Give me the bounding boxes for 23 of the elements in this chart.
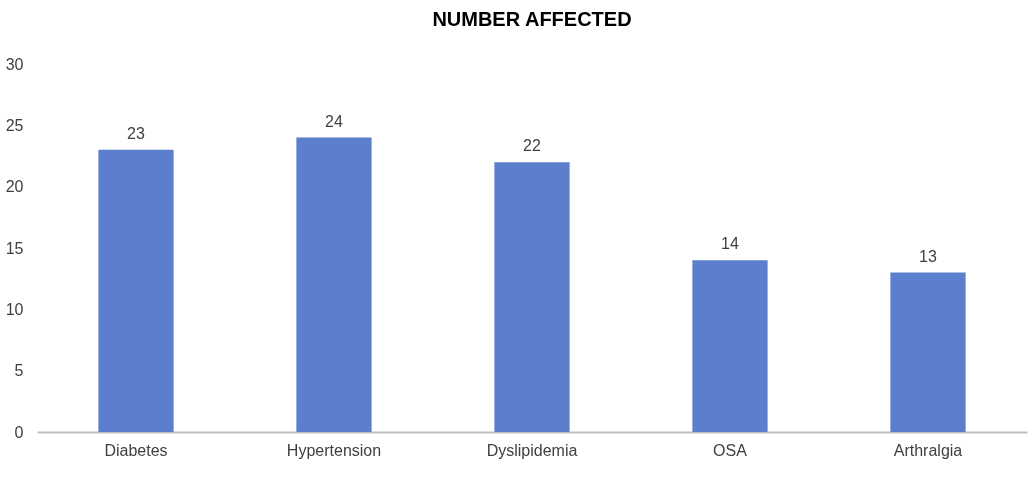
y-tick-label: 10 [5,300,24,318]
bar [494,162,570,432]
data-label: 13 [919,247,937,265]
x-tick-label: OSA [713,441,748,459]
data-label: 24 [325,112,343,130]
bar [98,149,174,432]
x-tick-label: Diabetes [104,441,168,459]
y-tick-label: 0 [14,423,24,441]
chart-title: NUMBER AFFECTED [432,8,632,30]
x-tick-label: Arthralgia [893,441,963,459]
y-tick-label: 15 [5,239,24,257]
x-tick-label: Hypertension [286,441,382,459]
y-tick-label: 20 [5,178,24,196]
y-tick-label: 5 [14,362,24,380]
bar [296,137,372,432]
data-label: 22 [523,137,541,155]
y-tick-label: 25 [5,116,24,134]
bar [890,272,966,432]
bar [692,260,768,432]
data-label: 23 [127,124,145,142]
y-tick-label: 30 [5,55,24,73]
x-tick-label: Dyslipidemia [486,441,578,459]
data-label: 14 [721,235,739,253]
